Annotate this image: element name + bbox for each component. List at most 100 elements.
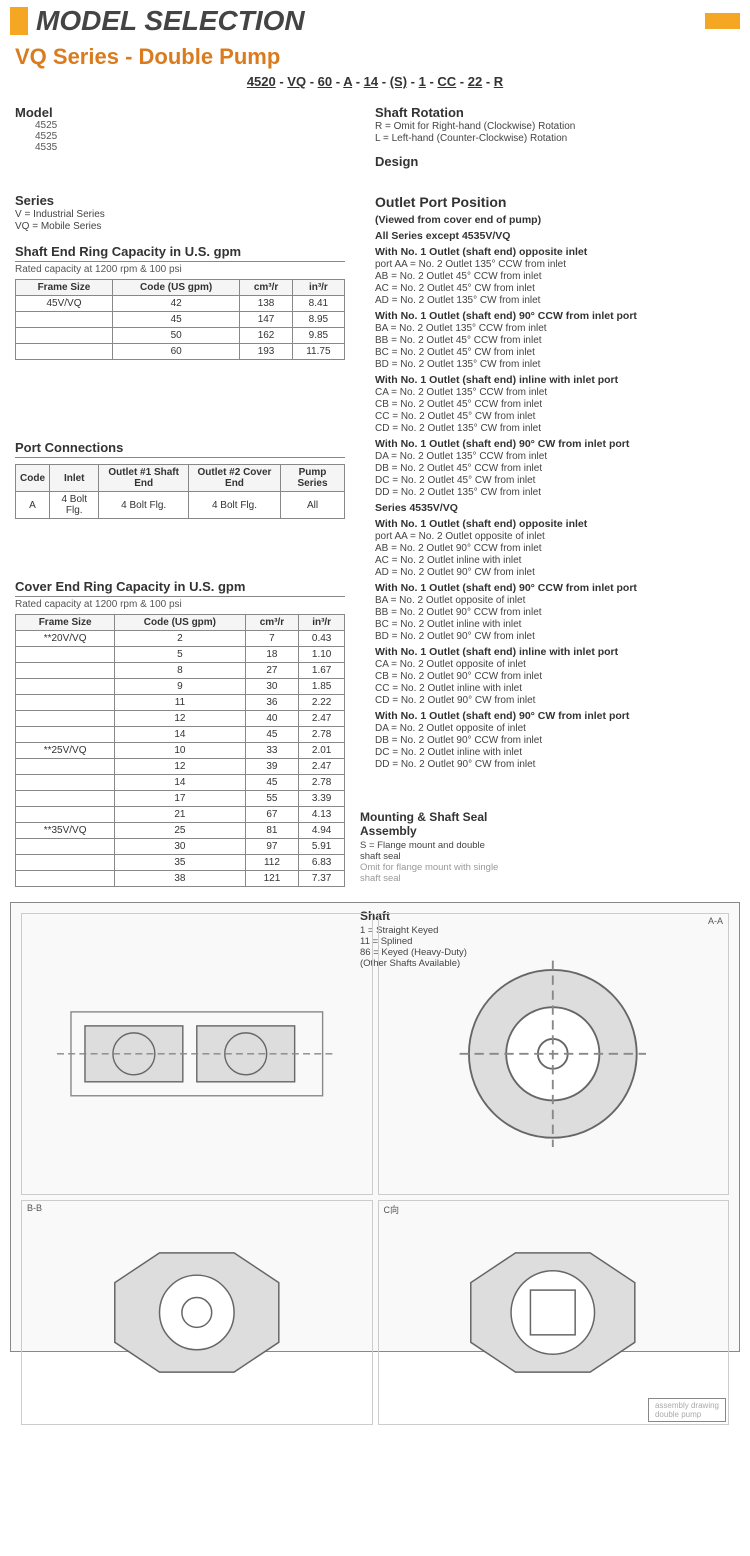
table-cell — [16, 663, 115, 679]
outlet-line: DC = No. 2 Outlet inline with inlet — [375, 747, 735, 758]
series-item: VQ = Mobile Series — [15, 221, 345, 232]
outlet-line: AD = No. 2 Outlet 90° CW from inlet — [375, 567, 735, 578]
table-cell: 6.83 — [299, 855, 345, 871]
outlet-line: AB = No. 2 Outlet 45° CCW from inlet — [375, 271, 735, 282]
table-cell: 67 — [245, 807, 299, 823]
table-cell — [16, 328, 113, 344]
model-part: 4520 — [247, 74, 276, 89]
drawing-view-c: C向 assembly drawing double pump — [378, 1200, 730, 1426]
outlet-line: AC = No. 2 Outlet inline with inlet — [375, 555, 735, 566]
table-cell: 33 — [245, 743, 299, 759]
table-cell: 9 — [115, 679, 245, 695]
table-cell: 39 — [245, 759, 299, 775]
table-cell: 12 — [115, 759, 245, 775]
subtitle: VQ Series - Double Pump — [0, 42, 750, 72]
model-string: 4520 - VQ - 60 - A - 14 - (S) - 1 - CC -… — [0, 72, 750, 97]
table-header: Inlet — [50, 465, 99, 492]
table-cell: 5 — [115, 647, 245, 663]
table-cell: 193 — [240, 344, 292, 360]
table-row: 381217.37 — [16, 871, 345, 887]
table-cell: 4.13 — [299, 807, 345, 823]
table-cell — [16, 775, 115, 791]
table-cell: 2.47 — [299, 759, 345, 775]
table-cell: 121 — [245, 871, 299, 887]
table-row: **25V/VQ10332.01 — [16, 743, 345, 759]
outlet-line: BD = No. 2 Outlet 135° CW from inlet — [375, 359, 735, 370]
cover-end-table: Frame SizeCode (US gpm)cm³/rin³/r**20V/V… — [15, 614, 345, 887]
table-cell — [16, 679, 115, 695]
table-cell: 36 — [245, 695, 299, 711]
table-cell: 40 — [245, 711, 299, 727]
model-item: 4535 — [35, 142, 345, 153]
outlet-group-header: With No. 1 Outlet (shaft end) inline wit… — [375, 646, 735, 658]
outlet-group-header: With No. 1 Outlet (shaft end) opposite i… — [375, 246, 735, 258]
table-cell: 112 — [245, 855, 299, 871]
table-cell: 12 — [115, 711, 245, 727]
table-header: Frame Size — [16, 615, 115, 631]
table-cell: 18 — [245, 647, 299, 663]
outlet-line: AD = No. 2 Outlet 135° CW from inlet — [375, 295, 735, 306]
desc-line: R = Omit for Right-hand (Clockwise) Rota… — [375, 121, 735, 132]
table-row: 6019311.75 — [16, 344, 345, 360]
table-cell — [16, 312, 113, 328]
table-row: A4 Bolt Flg.4 Bolt Flg.4 Bolt Flg.All — [16, 492, 345, 519]
outlet-group-header: With No. 1 Outlet (shaft end) 90° CCW fr… — [375, 582, 735, 594]
table-cell: 21 — [115, 807, 245, 823]
series-item: V = Industrial Series — [15, 209, 345, 220]
outlet-group-header: With No. 1 Outlet (shaft end) 90° CCW fr… — [375, 310, 735, 322]
table-header: Outlet #1 Shaft End — [99, 465, 188, 492]
table-cell: 8.41 — [292, 296, 344, 312]
drawing-view-aa: A-A — [378, 913, 730, 1195]
shaft-end-caption: Rated capacity at 1200 rpm & 100 psi — [15, 264, 345, 275]
outlet-line: BB = No. 2 Outlet 90° CCW from inlet — [375, 607, 735, 618]
table-cell: 27 — [245, 663, 299, 679]
model-item: 4525 — [35, 131, 345, 142]
table-cell: 45V/VQ — [16, 296, 113, 312]
table-row: 12402.47 — [16, 711, 345, 727]
table-cell: 0.43 — [299, 631, 345, 647]
table-header: Frame Size — [16, 280, 113, 296]
table-row: 30975.91 — [16, 839, 345, 855]
table-cell: 7 — [245, 631, 299, 647]
table-cell: 1.67 — [299, 663, 345, 679]
table-cell: 4 Bolt Flg. — [188, 492, 280, 519]
outlet-line: CD = No. 2 Outlet 135° CW from inlet — [375, 423, 735, 434]
table-cell: 45 — [245, 727, 299, 743]
outlet-line: BC = No. 2 Outlet inline with inlet — [375, 619, 735, 630]
outlet-line: BA = No. 2 Outlet opposite of inlet — [375, 595, 735, 606]
drawing-view-bb: B-B — [21, 1200, 373, 1426]
series-label: Series — [15, 193, 345, 208]
shaft-end-title: Shaft End Ring Capacity in U.S. gpm — [15, 244, 345, 262]
outlet-header2: Series 4535V/VQ — [375, 502, 735, 514]
outlet-line: DD = No. 2 Outlet 90° CW from inlet — [375, 759, 735, 770]
table-cell: 50 — [112, 328, 239, 344]
table-cell: 2.47 — [299, 711, 345, 727]
table-cell — [16, 791, 115, 807]
table-cell: 138 — [240, 296, 292, 312]
table-cell: 10 — [115, 743, 245, 759]
table-cell: 42 — [112, 296, 239, 312]
table-cell: 8.95 — [292, 312, 344, 328]
table-cell — [16, 839, 115, 855]
table-cell: 11 — [115, 695, 245, 711]
table-cell: 35 — [115, 855, 245, 871]
outlet-line: CB = No. 2 Outlet 90° CCW from inlet — [375, 671, 735, 682]
shaft-rotation-title: Shaft Rotation — [375, 105, 735, 120]
outlet-group-header: With No. 1 Outlet (shaft end) 90° CW fro… — [375, 438, 735, 450]
table-cell: 17 — [115, 791, 245, 807]
outlet-line: CA = No. 2 Outlet opposite of inlet — [375, 659, 735, 670]
table-cell: 162 — [240, 328, 292, 344]
table-cell: 8 — [115, 663, 245, 679]
table-cell: 81 — [245, 823, 299, 839]
left-column: Model 452545254535 Series V = Industrial… — [15, 97, 345, 887]
right-column: Shaft Rotation R = Omit for Right-hand (… — [375, 97, 735, 887]
table-cell: 4 Bolt Flg. — [99, 492, 188, 519]
outlet-line: BC = No. 2 Outlet 45° CW from inlet — [375, 347, 735, 358]
table-row: 8271.67 — [16, 663, 345, 679]
accent-bar-left — [10, 7, 28, 35]
table-row: 9301.85 — [16, 679, 345, 695]
outlet-title: Outlet Port Position — [375, 194, 735, 210]
table-header: Code — [16, 465, 50, 492]
outlet-line: DC = No. 2 Outlet 45° CW from inlet — [375, 475, 735, 486]
table-header: Code (US gpm) — [115, 615, 245, 631]
